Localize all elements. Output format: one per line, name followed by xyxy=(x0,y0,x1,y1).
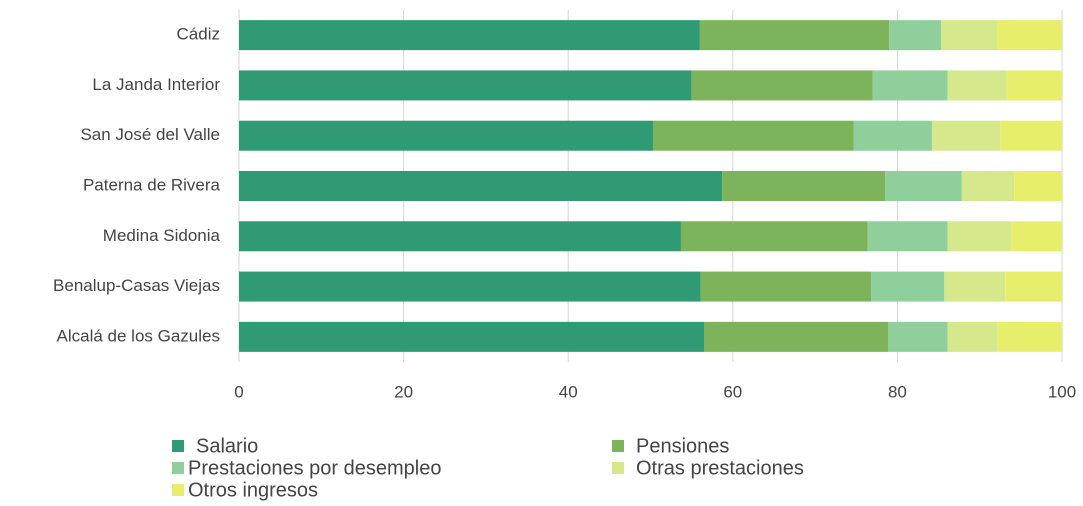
bar-segment xyxy=(888,321,948,352)
y-tick-label: Alcalá de los Gazules xyxy=(57,326,220,345)
bar-segment xyxy=(947,321,998,352)
bar-segment xyxy=(1000,120,1062,151)
bar-segment xyxy=(239,70,692,101)
bar-segment xyxy=(961,171,1015,201)
bar-segment xyxy=(871,271,945,302)
legend-label: Otras prestaciones xyxy=(636,457,804,479)
bar-segment xyxy=(944,271,1006,302)
bar-segment xyxy=(699,20,890,51)
legend-label: Pensiones xyxy=(636,435,729,457)
bar-segment xyxy=(947,221,1012,252)
bar-segment xyxy=(1005,271,1062,302)
bar-segment xyxy=(889,20,942,51)
y-tick-label: San José del Valle xyxy=(80,125,220,144)
bar-segment xyxy=(996,20,1062,51)
bar-segment xyxy=(931,120,1001,151)
x-tick-label: 100 xyxy=(1048,382,1076,401)
bar-segment xyxy=(885,171,962,201)
bar-segment xyxy=(867,221,948,252)
bar-segment xyxy=(872,70,948,101)
bar-segment xyxy=(239,171,723,201)
bar-segment xyxy=(239,321,704,352)
bar-segment xyxy=(691,70,873,101)
bar-segment xyxy=(1006,70,1062,101)
bar-segment xyxy=(722,171,886,201)
y-tick-label: Benalup-Casas Viejas xyxy=(53,276,220,295)
legend-swatch xyxy=(612,462,624,474)
y-tick-label: Cádiz xyxy=(177,25,220,44)
bar-segment xyxy=(947,70,1007,101)
x-tick-label: 20 xyxy=(394,382,413,401)
bar-segment xyxy=(700,271,872,302)
x-tick-label: 0 xyxy=(234,382,243,401)
bar-segment xyxy=(239,20,700,51)
bar-segment xyxy=(239,221,681,252)
y-tick-label: Medina Sidonia xyxy=(103,226,221,245)
x-tick-label: 60 xyxy=(723,382,742,401)
bar-segment xyxy=(680,221,868,252)
bar-segment xyxy=(1011,221,1062,252)
y-tick-label: La Janda Interior xyxy=(92,75,220,94)
legend-label: Salario xyxy=(196,435,258,457)
legend-swatch xyxy=(172,462,184,474)
bar-segment xyxy=(239,120,653,151)
bar-segment xyxy=(997,321,1062,352)
legend-swatch xyxy=(612,440,624,452)
bar-segment xyxy=(703,321,889,352)
x-tick-label: 40 xyxy=(559,382,578,401)
bar-segment xyxy=(652,120,854,151)
legend-swatch xyxy=(172,484,184,496)
x-tick-label: 80 xyxy=(888,382,907,401)
legend-label: Otros ingresos xyxy=(188,479,318,501)
bar-segment xyxy=(1014,171,1062,201)
bar-segment xyxy=(853,120,932,151)
bar-segment xyxy=(239,271,701,302)
legend-swatch xyxy=(172,440,184,452)
legend-label: Prestaciones por desempleo xyxy=(188,457,441,479)
y-tick-label: Paterna de Rivera xyxy=(83,175,221,194)
bar-segment xyxy=(941,20,997,51)
